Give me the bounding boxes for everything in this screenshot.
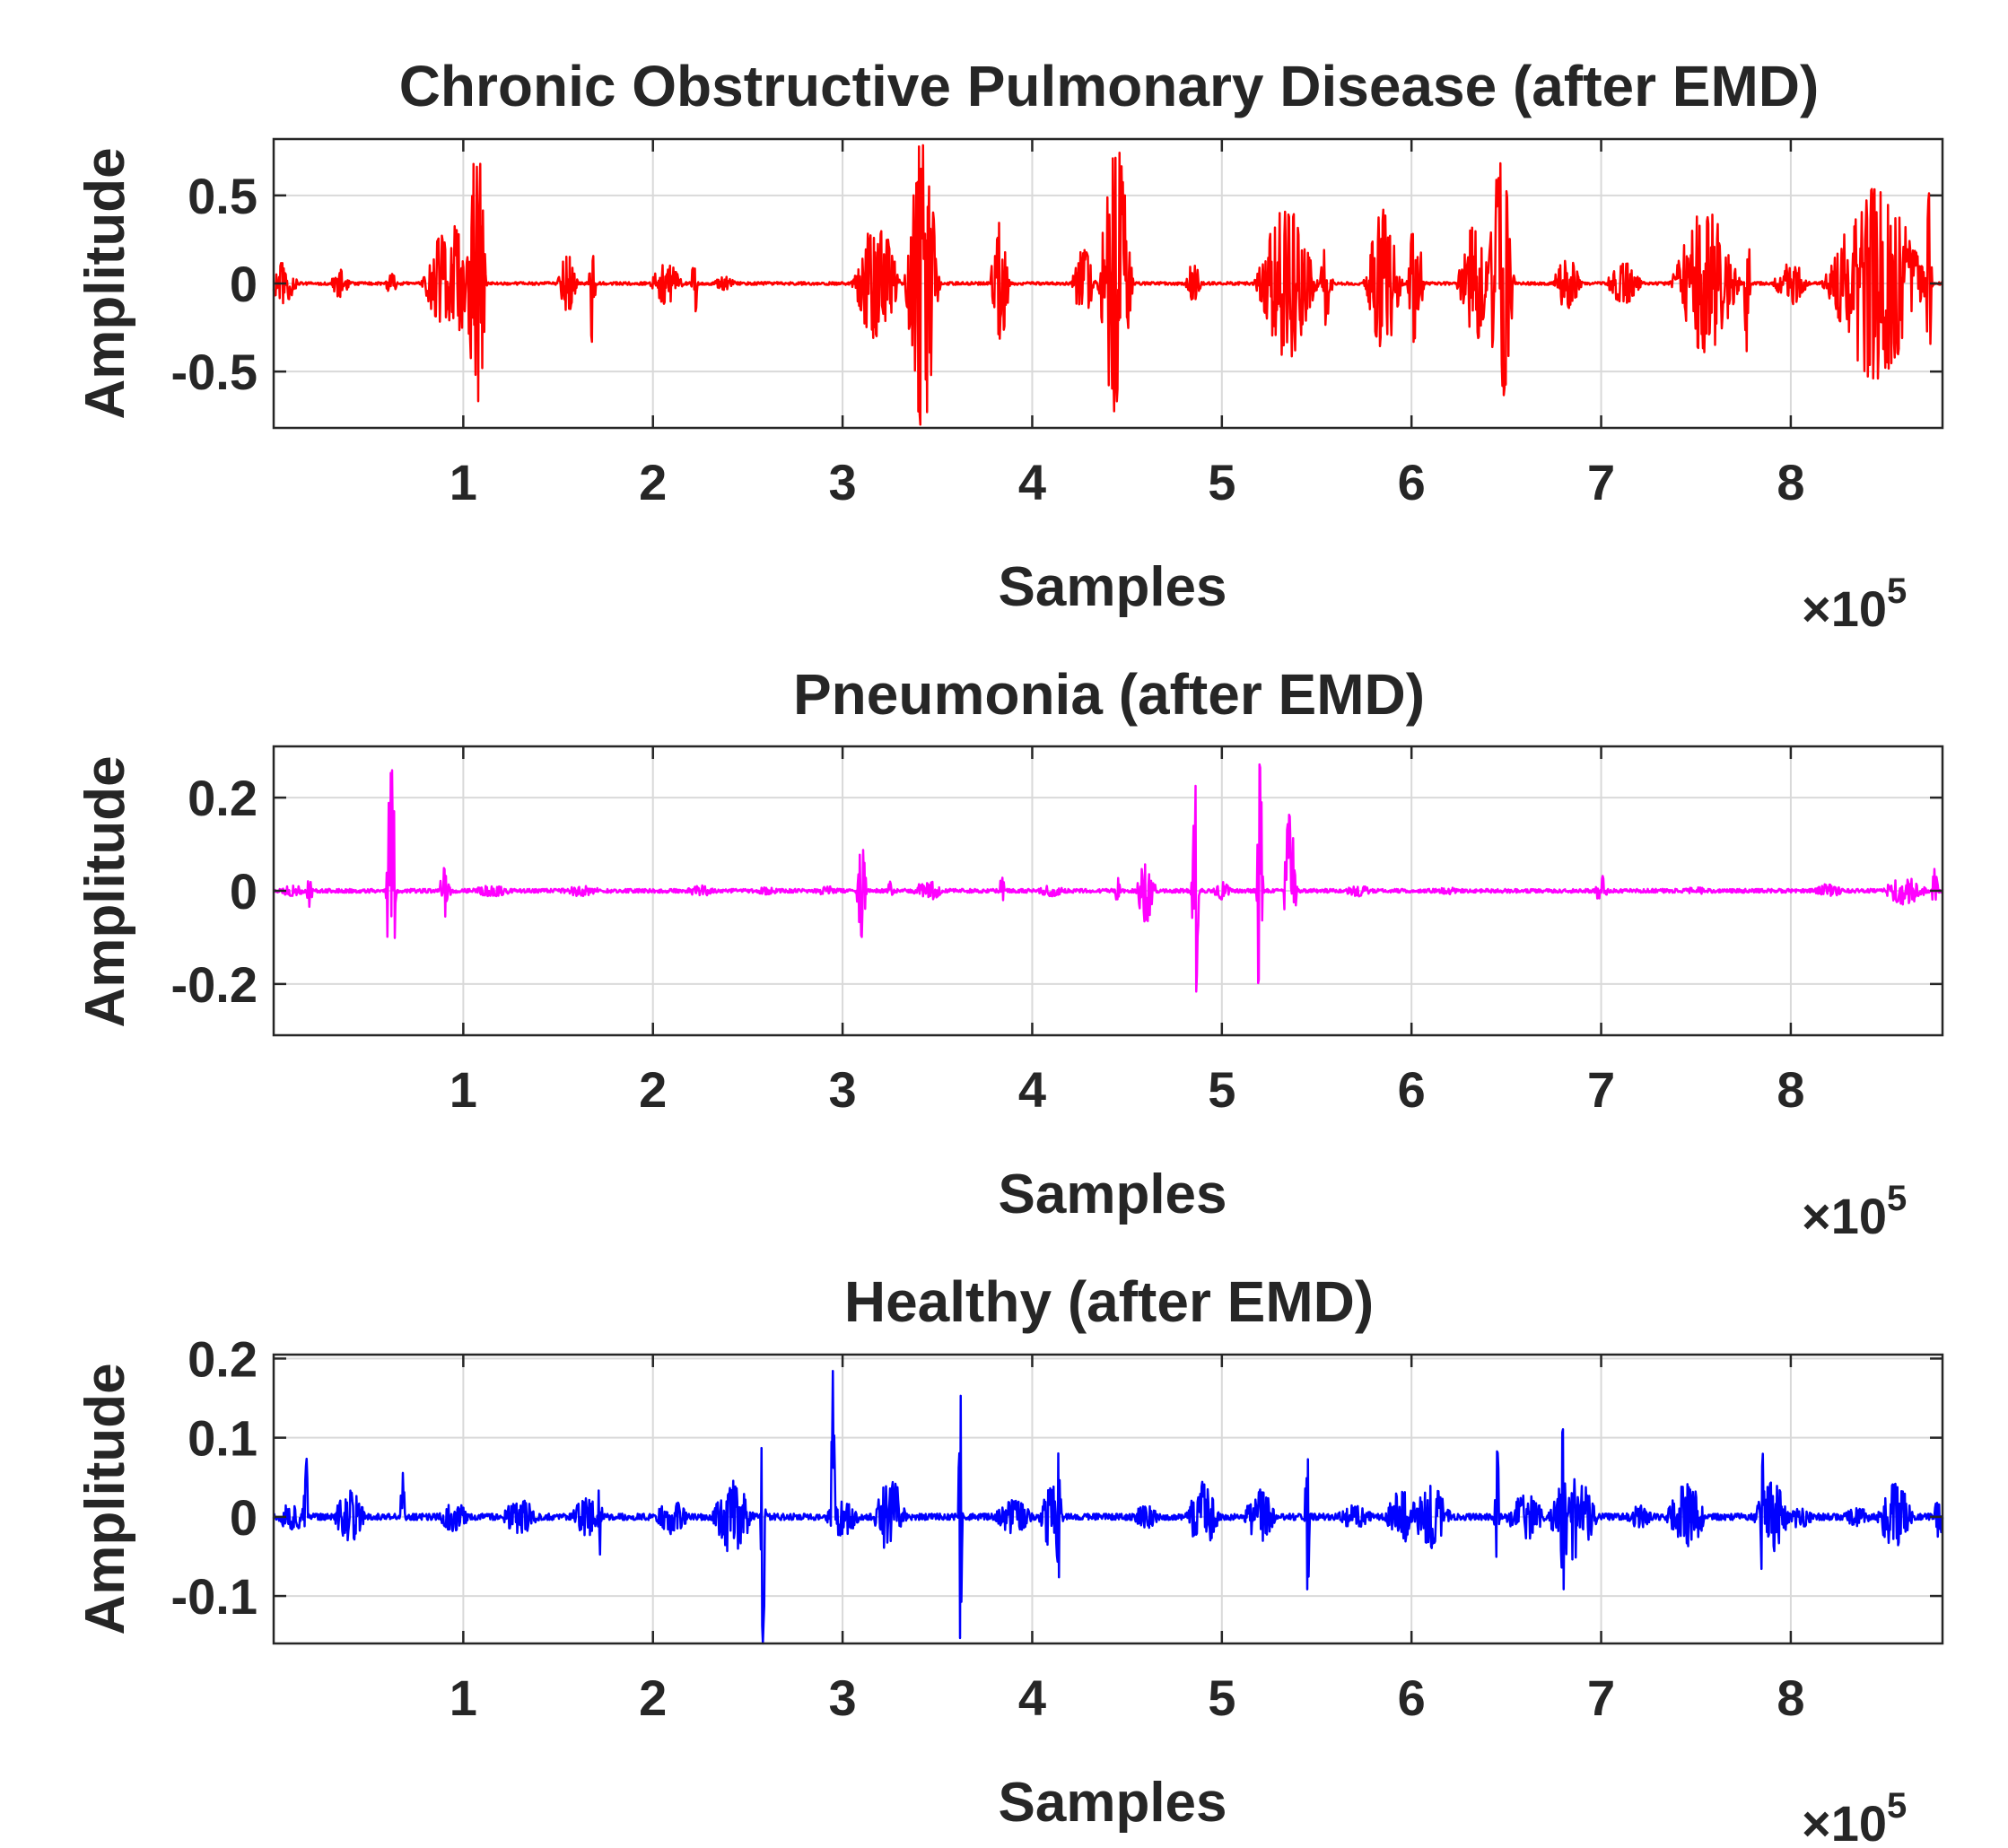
x-tick-label: 4 [1018, 1061, 1046, 1118]
x-tick-label: 3 [829, 1061, 857, 1118]
panel-healthy: Healthy (after EMD) 0.2 0.1 0 -0.1 1 2 3 4 5 6 7 8… [74, 1269, 1944, 1848]
x-tick-label: 4 [1018, 454, 1046, 510]
x-tick-label: 4 [1018, 1669, 1046, 1726]
y-tick-label: 0 [230, 1489, 258, 1546]
y-axis-label: Amplitude [74, 1363, 136, 1634]
x-tick-label: 7 [1587, 454, 1615, 510]
x-tick-label: 5 [1208, 1061, 1235, 1118]
x-tick-label: 6 [1398, 1061, 1426, 1118]
x-tick-label: 3 [829, 454, 857, 510]
y-tick-label: 0 [230, 256, 258, 312]
x-multiplier-base: ×10 [1802, 580, 1887, 637]
y-tick-label: 0.5 [188, 168, 258, 224]
x-multiplier: ×105 [1802, 1786, 1907, 1848]
y-tick-label: 0 [230, 863, 258, 920]
signal-line [272, 144, 1944, 426]
y-tick-label: -0.2 [171, 956, 258, 1013]
y-ticks: 0.5 0 -0.5 [171, 168, 1943, 400]
x-multiplier-exponent: 5 [1887, 1786, 1907, 1826]
x-tick-label: 7 [1587, 1061, 1615, 1118]
x-tick-label: 7 [1587, 1669, 1615, 1726]
x-tick-label: 5 [1208, 454, 1235, 510]
x-multiplier: ×105 [1802, 1179, 1907, 1244]
y-tick-label: 0.1 [188, 1410, 258, 1467]
x-tick-label: 6 [1398, 454, 1426, 510]
x-tick-label: 2 [639, 454, 667, 510]
signal-line [272, 1370, 1944, 1645]
x-ticks: 1 2 3 4 5 6 7 8 [450, 139, 1804, 510]
x-multiplier-exponent: 5 [1887, 1179, 1907, 1218]
y-tick-label: 0.2 [188, 1330, 258, 1387]
x-multiplier: ×105 [1802, 571, 1907, 637]
x-axis-label: Samples [998, 1772, 1227, 1834]
panel-title: Pneumonia (after EMD) [793, 662, 1425, 727]
y-ticks: 0.2 0.1 0 -0.1 [171, 1330, 1943, 1625]
y-ticks: 0.2 0 -0.2 [171, 770, 1943, 1013]
x-tick-label: 1 [450, 1061, 477, 1118]
panel-title: Healthy (after EMD) [844, 1269, 1374, 1334]
x-tick-label: 2 [639, 1061, 667, 1118]
x-tick-label: 3 [829, 1669, 857, 1726]
x-axis-label: Samples [998, 556, 1227, 618]
x-tick-label: 6 [1398, 1669, 1426, 1726]
x-tick-label: 5 [1208, 1669, 1235, 1726]
panel-copd: Chronic Obstructive Pulmonary Disease (a… [74, 54, 1944, 637]
x-axis-label: Samples [998, 1164, 1227, 1225]
y-tick-label: 0.2 [188, 770, 258, 826]
x-ticks: 1 2 3 4 5 6 7 8 [450, 1355, 1804, 1726]
x-tick-label: 8 [1777, 1061, 1804, 1118]
signal-line [272, 763, 1944, 993]
x-multiplier-base: ×10 [1802, 1795, 1887, 1848]
x-tick-label: 8 [1777, 454, 1804, 510]
y-axis-label: Amplitude [74, 147, 136, 419]
x-tick-label: 8 [1777, 1669, 1804, 1726]
y-axis-label: Amplitude [74, 755, 136, 1027]
plot-frame [272, 1353, 1944, 1645]
y-tick-label: -0.5 [171, 344, 258, 400]
x-tick-label: 1 [450, 1669, 477, 1726]
x-multiplier-base: ×10 [1802, 1188, 1887, 1244]
panel-title: Chronic Obstructive Pulmonary Disease (a… [399, 54, 1820, 118]
x-ticks: 1 2 3 4 5 6 7 8 [450, 746, 1804, 1118]
y-tick-label: -0.1 [171, 1568, 258, 1625]
x-multiplier-exponent: 5 [1887, 571, 1907, 611]
x-tick-label: 2 [639, 1669, 667, 1726]
x-tick-label: 1 [450, 454, 477, 510]
